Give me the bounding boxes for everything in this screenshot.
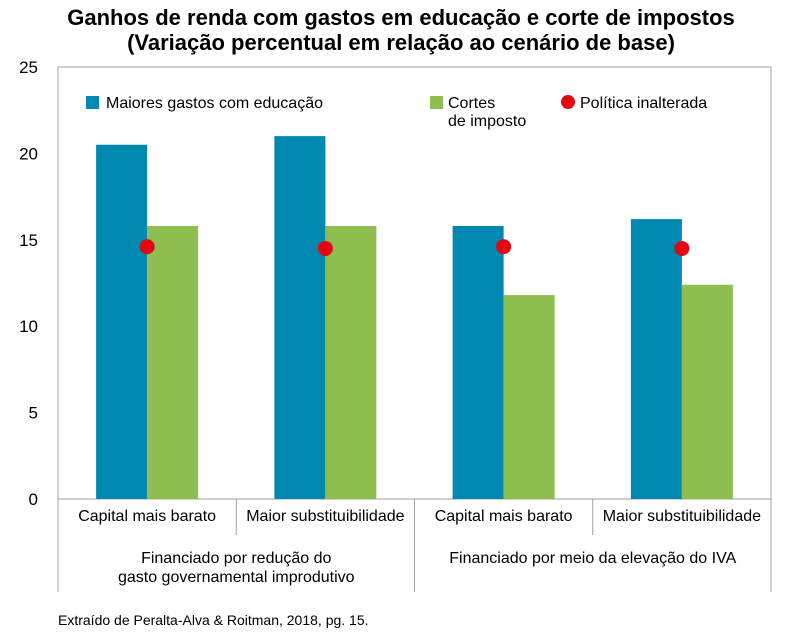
y-tick-label: 20 — [19, 144, 38, 163]
legend-swatch-unchanged-policy — [561, 95, 575, 109]
category-label: Capital mais barato — [435, 508, 573, 525]
legend-swatch-education — [86, 96, 99, 109]
bar-education — [452, 225, 504, 499]
marker-unchanged-policy — [317, 240, 333, 256]
bar-education — [274, 136, 326, 499]
legend-label-unchanged-policy: Política inalterada — [580, 95, 707, 112]
group-labels: Financiado por redução do gasto govername… — [118, 550, 737, 586]
y-tick-label: 25 — [19, 58, 38, 77]
y-axis-ticks: 0 5 10 15 20 25 — [19, 58, 38, 509]
group-label-line1: Financiado por meio da elevação do IVA — [449, 550, 736, 567]
bar-tax-cut — [681, 284, 733, 499]
category-label: Capital mais barato — [78, 508, 216, 525]
marker-unchanged-policy — [496, 239, 512, 255]
bar-tax-cut — [503, 295, 555, 499]
bar-education — [630, 219, 682, 499]
source-note: Extraído de Peralta-Alva & Roitman, 2018… — [58, 612, 369, 628]
marker-unchanged-policy — [139, 239, 155, 255]
group-label-line1: Financiado por redução do — [141, 550, 331, 567]
legend-label-education: Maiores gastos com educação — [106, 95, 323, 112]
bars — [96, 136, 733, 499]
category-label: Maior substituibilidade — [246, 508, 404, 525]
y-tick-label: 0 — [29, 490, 38, 509]
chart-title-line2: (Variação percentual em relação ao cenár… — [127, 30, 675, 55]
bar-tax-cut — [325, 225, 377, 499]
category-label: Maior substituibilidade — [603, 508, 761, 525]
bar-tax-cut — [147, 225, 199, 499]
chart-title-line1: Ganhos de renda com gastos em educação e… — [67, 5, 735, 30]
legend-label-tax-cut-line2: de imposto — [448, 113, 526, 130]
y-tick-label: 5 — [29, 404, 38, 423]
legend-label-tax-cut-line1: Cortes — [448, 95, 495, 112]
plot-frame — [57, 66, 772, 592]
marker-unchanged-policy — [674, 240, 690, 256]
category-labels: Capital mais barato Maior substituibilida… — [78, 508, 761, 525]
bar-education — [96, 144, 148, 499]
y-tick-label: 15 — [19, 231, 38, 250]
legend: Maiores gastos com educação Cortes de im… — [86, 95, 707, 130]
group-label-line2: gasto governamental improdutivo — [118, 569, 355, 586]
markers — [139, 239, 690, 256]
y-tick-label: 10 — [19, 317, 38, 336]
legend-swatch-tax-cut — [430, 96, 443, 109]
